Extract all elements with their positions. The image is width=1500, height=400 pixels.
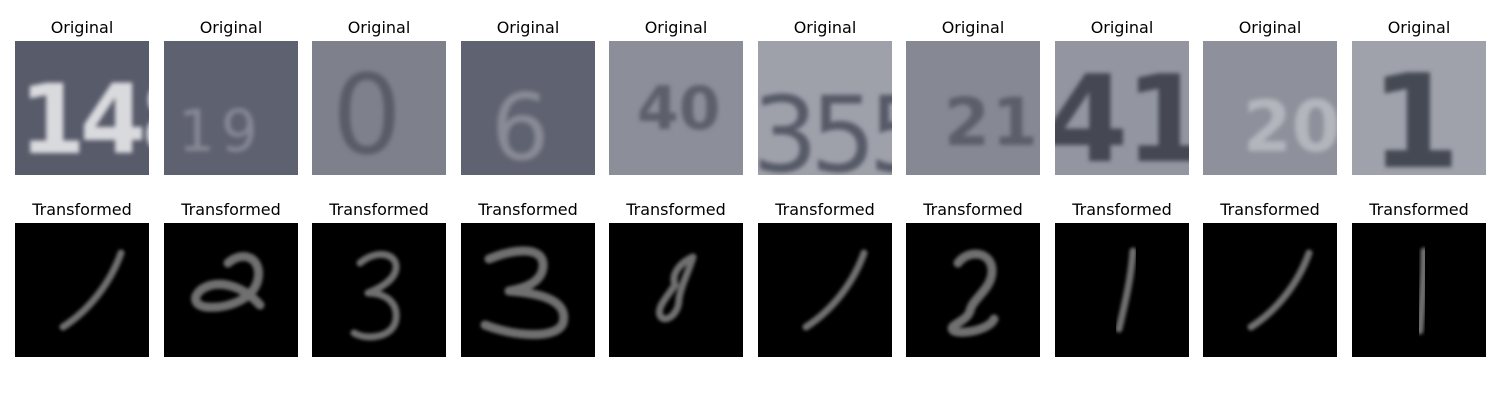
handwritten-stroke [1416,247,1428,335]
original-title: Original [50,18,114,37]
original-image-9: 20 [1203,41,1337,175]
digit-photo: 355 [758,41,892,175]
handwritten-stroke [191,252,265,312]
transformed-image-2 [164,223,298,357]
handwritten-digit [609,223,743,357]
handwritten-stroke [656,253,697,323]
transformed-title: Transformed [181,200,281,219]
handwritten-stroke [350,251,400,341]
transformed-title: Transformed [329,200,429,219]
digit-photo-glyph: 148 [19,64,149,175]
original-image-6: 355 [758,41,892,175]
digit-photo: 0 [312,41,446,175]
original-image-1: 148 [15,41,149,175]
digit-photo-glyph: 355 [758,74,892,175]
digit-photo: 20 [1203,41,1337,175]
handwritten-stroke [1247,249,1313,331]
original-image-7: 21 [906,41,1040,175]
original-image-3: 0 [312,41,446,175]
transformed-image-3 [312,223,446,357]
transformed-title: Transformed [1369,200,1469,219]
original-title: Original [644,18,708,37]
handwritten-digit [461,223,595,357]
handwritten-stroke [59,249,125,331]
transformed-image-4 [461,223,595,357]
handwritten-digit [312,223,446,357]
handwritten-stroke [802,249,868,331]
digit-photo-glyph: 41 [1055,51,1189,175]
digit-photo-glyph: 10 [1370,46,1486,175]
digit-photo: 40 [609,41,743,175]
original-title: Original [347,18,411,37]
transformed-image-8 [1055,223,1189,357]
transformed-image-5 [609,223,743,357]
original-title: Original [496,18,560,37]
original-image-4: 6 [461,41,595,175]
digit-photo: 148 [15,41,149,175]
handwritten-stroke [947,249,999,337]
original-title: Original [793,18,857,37]
transformed-image-6 [758,223,892,357]
digit-photo: 41 [1055,41,1189,175]
handwritten-digit [1203,223,1337,357]
digit-photo-glyph: 21 [944,84,1040,161]
transformed-image-1 [15,223,149,357]
handwritten-digit [164,223,298,357]
digit-photo: 19 [164,41,298,175]
digit-photo-glyph: 6 [491,74,550,175]
handwritten-stroke [1115,247,1137,333]
original-image-10: 10 [1352,41,1486,175]
original-title: Original [1090,18,1154,37]
transformed-title: Transformed [775,200,875,219]
digit-photo-glyph: 0 [332,51,402,175]
original-title: Original [199,18,263,37]
handwritten-digit [758,223,892,357]
handwritten-stroke [480,246,569,339]
digit-photo-glyph: 20 [1243,86,1337,168]
transformed-title: Transformed [32,200,132,219]
digit-photo-glyph: 19 [178,97,264,165]
original-image-5: 40 [609,41,743,175]
transformed-title: Transformed [1072,200,1172,219]
transformed-image-10 [1352,223,1486,357]
handwritten-digit [1055,223,1189,357]
transformed-title: Transformed [626,200,726,219]
original-image-2: 19 [164,41,298,175]
digit-photo: 10 [1352,41,1486,175]
digit-photo: 21 [906,41,1040,175]
original-title: Original [1238,18,1302,37]
original-title: Original [1387,18,1451,37]
original-image-8: 41 [1055,41,1189,175]
handwritten-digit [906,223,1040,357]
original-title: Original [941,18,1005,37]
transformed-title: Transformed [1220,200,1320,219]
handwritten-digit [1352,223,1486,357]
handwritten-digit [15,223,149,357]
digit-photo: 6 [461,41,595,175]
transformed-image-7 [906,223,1040,357]
transformed-title: Transformed [478,200,578,219]
transformed-image-9 [1203,223,1337,357]
transformed-title: Transformed [923,200,1023,219]
digit-photo-glyph: 40 [637,74,721,144]
